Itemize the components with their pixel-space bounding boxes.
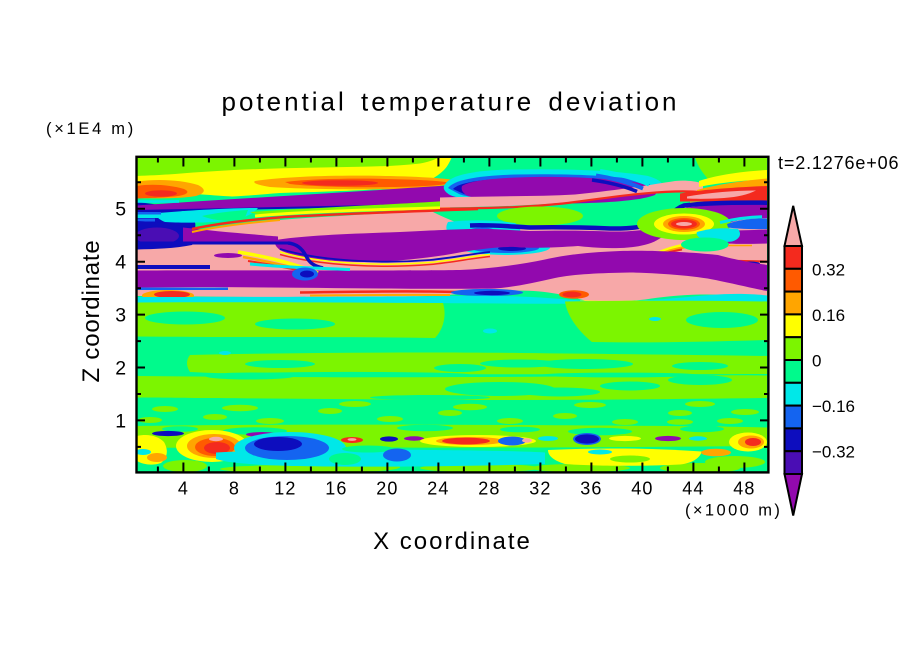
- svg-text:Z coordinate: Z coordinate: [78, 239, 105, 382]
- svg-text:2: 2: [115, 358, 126, 380]
- svg-text:12: 12: [274, 479, 296, 499]
- svg-text:44: 44: [682, 479, 704, 499]
- svg-text:0: 0: [812, 352, 821, 371]
- svg-text:(×1000 m): (×1000 m): [685, 502, 782, 520]
- svg-text:36: 36: [580, 479, 602, 499]
- svg-text:8: 8: [229, 479, 240, 499]
- svg-text:24: 24: [427, 479, 449, 499]
- svg-text:potential temperature deviatio: potential temperature deviation: [221, 87, 679, 117]
- svg-text:5: 5: [115, 199, 126, 221]
- svg-text:1: 1: [115, 410, 126, 432]
- svg-text:−0.16: −0.16: [812, 397, 855, 416]
- svg-text:0.16: 0.16: [812, 306, 845, 325]
- svg-text:t=2.1276e+06: t=2.1276e+06: [778, 153, 899, 173]
- svg-text:32: 32: [529, 479, 551, 499]
- svg-text:16: 16: [325, 479, 347, 499]
- svg-text:4: 4: [115, 252, 126, 274]
- svg-text:0.32: 0.32: [812, 260, 845, 279]
- svg-text:28: 28: [478, 479, 500, 499]
- svg-text:48: 48: [733, 479, 755, 499]
- svg-text:−0.32: −0.32: [812, 443, 855, 462]
- svg-text:40: 40: [631, 479, 653, 499]
- svg-text:(×1E4 m): (×1E4 m): [46, 120, 136, 138]
- svg-text:3: 3: [115, 305, 126, 327]
- svg-text:X coordinate: X coordinate: [373, 528, 532, 555]
- svg-text:20: 20: [376, 479, 398, 499]
- svg-text:4: 4: [178, 479, 189, 499]
